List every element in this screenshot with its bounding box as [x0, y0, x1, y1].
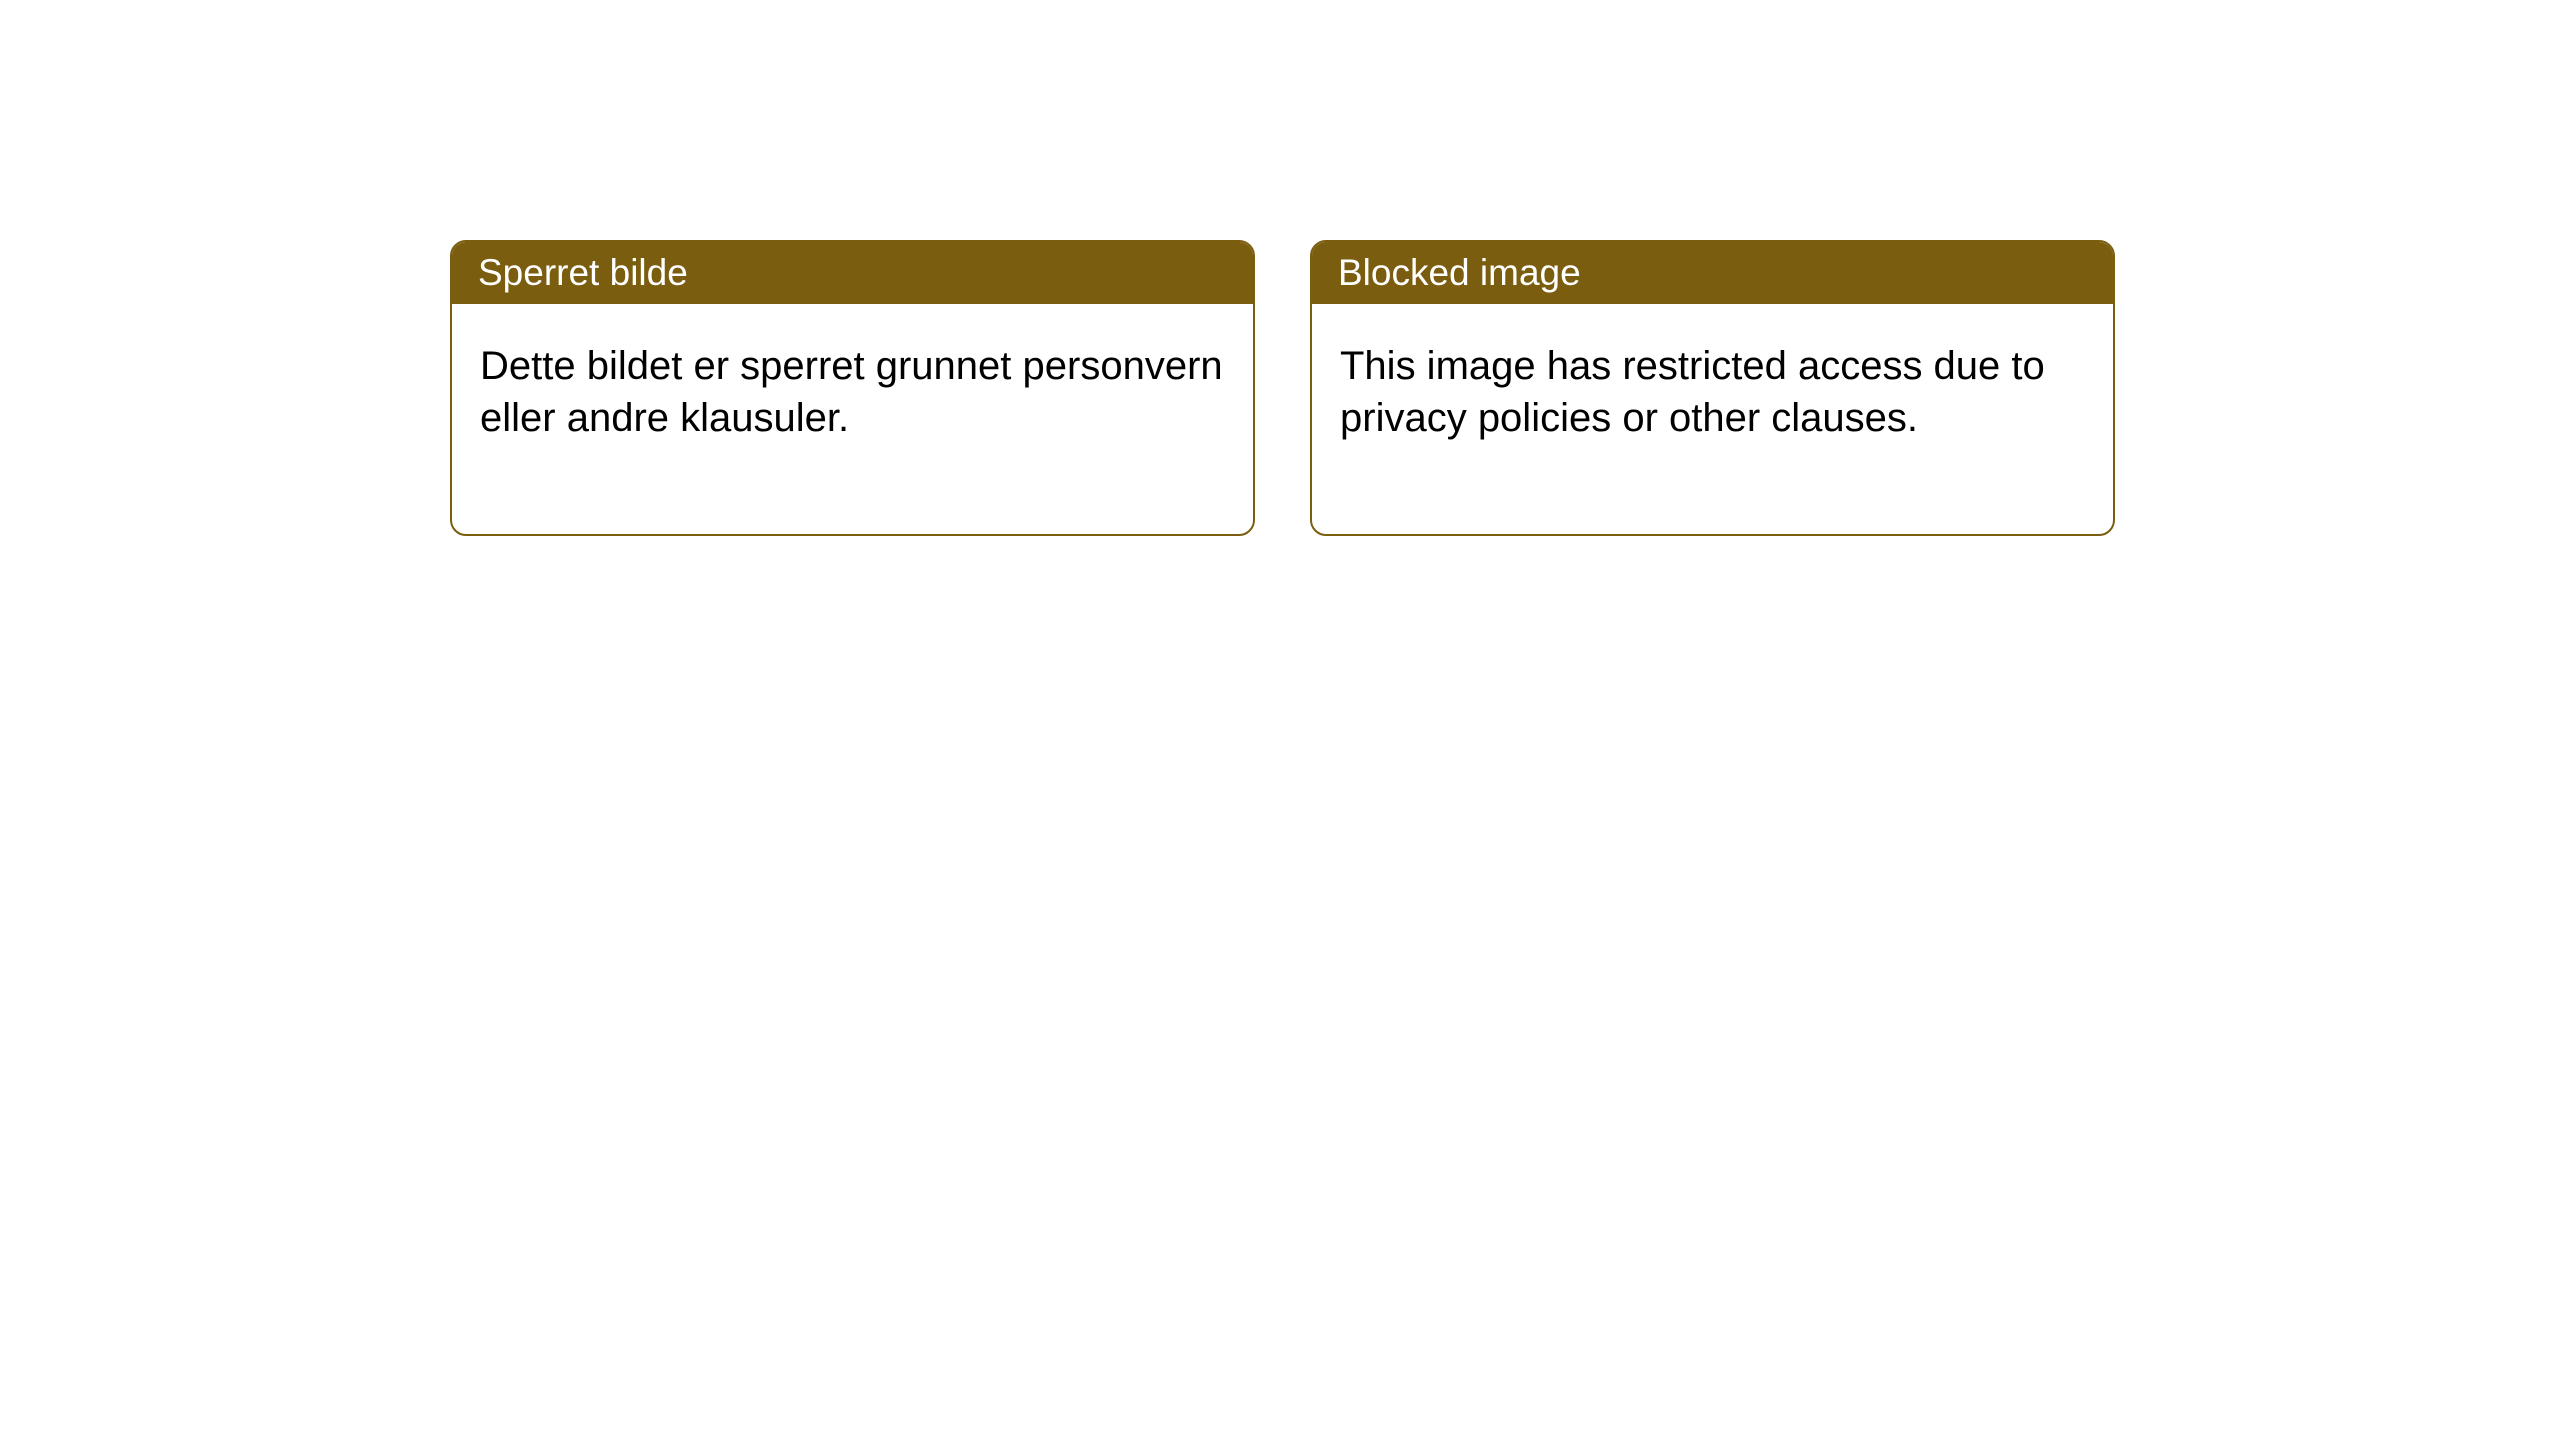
blocked-notice-en: Blocked image This image has restricted …	[1310, 240, 2115, 536]
notice-header-no: Sperret bilde	[452, 242, 1253, 304]
notice-body-en: This image has restricted access due to …	[1312, 304, 2113, 534]
notice-container: Sperret bilde Dette bildet er sperret gr…	[0, 0, 2560, 536]
notice-body-no: Dette bildet er sperret grunnet personve…	[452, 304, 1253, 534]
blocked-notice-no: Sperret bilde Dette bildet er sperret gr…	[450, 240, 1255, 536]
notice-header-en: Blocked image	[1312, 242, 2113, 304]
